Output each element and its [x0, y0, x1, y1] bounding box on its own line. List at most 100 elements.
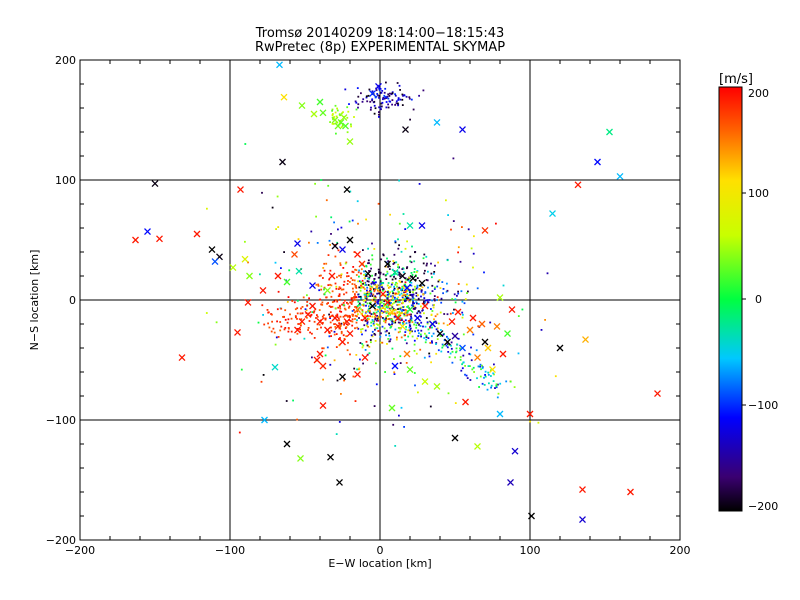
scatter-dot — [391, 306, 394, 309]
scatter-marker — [316, 98, 324, 106]
scatter-dot — [380, 258, 383, 261]
scatter-dot — [418, 94, 420, 97]
scatter-dot — [339, 119, 342, 122]
scatter-dot — [402, 267, 405, 270]
scatter-dot — [490, 384, 493, 387]
scatter-dot — [401, 295, 404, 297]
scatter-dot — [357, 222, 359, 225]
scatter-dot — [350, 301, 353, 304]
scatter-dot — [382, 288, 385, 291]
scatter-dot — [452, 157, 455, 160]
scatter-dot — [356, 310, 359, 313]
scatter-dot — [385, 97, 388, 99]
scatter-dot — [349, 316, 351, 318]
scatter-dot — [327, 184, 330, 187]
scatter-dot — [418, 310, 420, 312]
scatter-dot — [355, 321, 358, 324]
scatter-marker — [343, 186, 351, 194]
scatter-dot — [335, 433, 338, 435]
scatter-dot — [405, 326, 407, 328]
scatter-dot — [440, 301, 443, 304]
scatter-marker — [421, 302, 429, 310]
scatter-dot — [366, 321, 369, 324]
scatter-dot — [459, 358, 462, 361]
scatter-dot — [361, 304, 364, 306]
scatter-dot — [368, 352, 371, 355]
scatter-dot — [381, 312, 384, 314]
scatter-marker — [241, 255, 249, 263]
scatter-dot — [340, 310, 343, 313]
scatter-dot — [391, 103, 393, 106]
scatter-dot — [402, 309, 405, 312]
scatter-dot — [374, 274, 377, 277]
scatter-dot — [457, 290, 459, 293]
scatter-dot — [354, 295, 356, 297]
scatter-dot — [446, 335, 448, 338]
scatter-dot — [457, 337, 460, 340]
scatter-dot — [364, 319, 367, 322]
scatter-marker — [375, 82, 382, 90]
scatter-dot — [285, 400, 288, 402]
scatter-dot — [360, 308, 362, 311]
scatter-dot — [397, 327, 400, 329]
scatter-dot — [360, 328, 362, 331]
scatter-dot — [413, 323, 415, 326]
scatter-dot — [417, 297, 420, 300]
scatter-dot — [489, 321, 492, 324]
scatter-dot — [395, 281, 397, 284]
scatter-dot — [429, 342, 432, 344]
scatter-marker — [313, 356, 321, 364]
scatter-dot — [401, 296, 404, 299]
scatter-dot — [386, 318, 389, 320]
scatter-dot — [399, 308, 402, 311]
colorbar-tick-label: 200 — [748, 87, 769, 100]
scatter-dot — [352, 375, 355, 378]
scatter-dot — [365, 265, 368, 268]
scatter-dot — [355, 274, 358, 276]
scatter-dot — [428, 299, 431, 301]
scatter-dot — [454, 402, 457, 404]
scatter-dot — [393, 371, 396, 374]
scatter-marker — [328, 272, 336, 280]
scatter-dot — [517, 352, 520, 355]
colorbar-tick-label: −100 — [748, 399, 778, 412]
scatter-dot — [271, 206, 274, 209]
scatter-dot — [383, 94, 386, 97]
scatter-marker — [144, 228, 151, 236]
scatter-dot — [381, 341, 384, 344]
scatter-dot — [387, 315, 389, 317]
scatter-dot — [450, 347, 453, 350]
scatter-dot — [330, 306, 332, 308]
scatter-dot — [373, 248, 376, 250]
scatter-dot — [442, 292, 444, 295]
scatter-dot — [289, 313, 291, 316]
scatter-dot — [284, 327, 287, 329]
scatter-dot — [306, 301, 309, 303]
scatter-dot — [288, 327, 290, 330]
scatter-dot — [318, 274, 321, 277]
scatter-dot — [461, 226, 463, 228]
scatter-dot — [378, 106, 380, 109]
scatter-dot — [410, 293, 413, 296]
scatter-dot — [372, 298, 375, 301]
scatter-marker — [451, 332, 459, 340]
scatter-dot — [404, 281, 407, 284]
scatter-dot — [373, 281, 376, 284]
scatter-dot — [365, 96, 368, 99]
scatter-dot — [413, 372, 416, 374]
scatter-dot — [374, 327, 377, 330]
scatter-dot — [329, 363, 332, 366]
scatter-dot — [382, 294, 384, 297]
scatter-dot — [338, 274, 340, 277]
scatter-dot — [437, 280, 440, 283]
scatter-dot — [408, 324, 411, 326]
scatter-marker — [528, 512, 535, 520]
scatter-dot — [267, 311, 270, 314]
scatter-crosses — [132, 61, 661, 524]
scatter-dot — [381, 101, 384, 104]
scatter-dot — [481, 367, 484, 370]
scatter-dot — [324, 317, 327, 320]
scatter-dot — [368, 262, 370, 264]
scatter-dot — [355, 287, 358, 289]
scatter-dot — [306, 316, 308, 319]
